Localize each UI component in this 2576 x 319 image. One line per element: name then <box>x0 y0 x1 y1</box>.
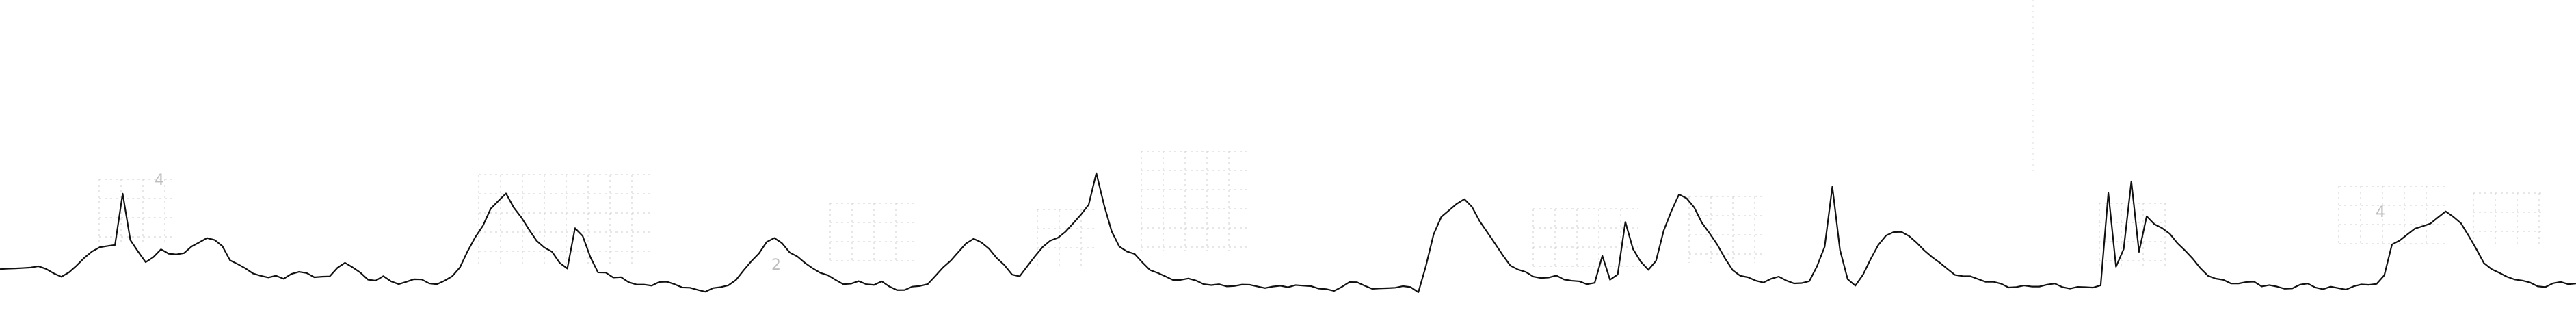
faint-mark-2: 2 <box>771 257 781 274</box>
signal-trace-line <box>0 172 2576 293</box>
faint-grid-block-3 <box>829 203 915 261</box>
faint-grid-block-10 <box>2473 192 2545 248</box>
faint-grid-block-8 <box>2099 203 2166 266</box>
faint-grid-block-1 <box>98 179 174 242</box>
faint-grid-block-2 <box>478 174 653 268</box>
grid-marks <box>98 0 2545 268</box>
faint-grid-block-6 <box>1532 208 1638 267</box>
faint-grid-block-5 <box>1141 151 1247 251</box>
faint-grid-block-7 <box>1688 196 1766 263</box>
faint-mark-3: 4 <box>2376 204 2385 221</box>
faint-mark-1: 4 <box>155 172 164 189</box>
faint-grid-block-9 <box>2338 186 2446 246</box>
faint-grid-block-4 <box>1037 209 1098 266</box>
